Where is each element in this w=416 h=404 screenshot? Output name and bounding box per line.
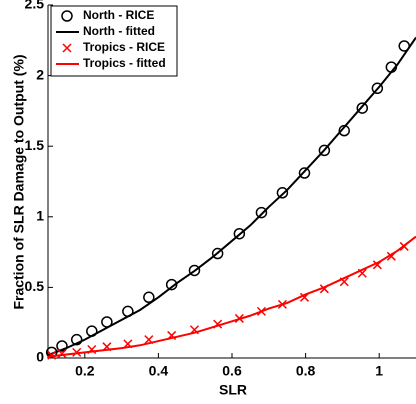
- marker: [298, 167, 311, 179]
- marker: [356, 102, 369, 114]
- x-tick-label: 0.8: [296, 363, 316, 379]
- y-tick-label: 2: [36, 66, 44, 82]
- y-axis-label: Fraction of SLR Damage to Output (%): [11, 54, 27, 309]
- legend: North - RICE North - fitted Tropics - RICE…: [50, 5, 178, 77]
- legend-label: Tropics - fitted: [83, 56, 166, 70]
- x-tick-label: 0.4: [149, 363, 169, 379]
- marker: [318, 144, 331, 157]
- marker: [165, 278, 178, 291]
- marker: [70, 333, 83, 346]
- marker: [211, 247, 224, 260]
- marker: [276, 187, 289, 199]
- x-tick-label: 1: [375, 363, 383, 379]
- series-line: [47, 235, 416, 358]
- x-tick-label: 0.6: [222, 363, 242, 379]
- marker: [56, 340, 68, 352]
- series-line: [47, 36, 416, 357]
- x-tick-label: 0.2: [75, 363, 95, 379]
- marker: [371, 82, 384, 95]
- marker: [233, 227, 246, 240]
- legend-label: North - fitted: [83, 24, 155, 38]
- marker: [255, 206, 268, 219]
- y-tick-label: 0.5: [25, 278, 45, 294]
- legend-swatch: [62, 43, 72, 53]
- x-axis-label: SLR: [219, 382, 247, 398]
- y-tick-label: 1: [36, 208, 44, 224]
- legend-label: Tropics - RICE: [83, 40, 165, 54]
- legend-label: North - RICE: [83, 8, 154, 22]
- marker: [188, 264, 201, 277]
- legend-swatch: [61, 10, 73, 22]
- y-tick-label: 1.5: [25, 137, 45, 153]
- y-tick-label: 0: [36, 349, 44, 365]
- marker: [57, 349, 67, 359]
- marker: [143, 291, 155, 304]
- y-tick-label: 2.5: [25, 0, 45, 12]
